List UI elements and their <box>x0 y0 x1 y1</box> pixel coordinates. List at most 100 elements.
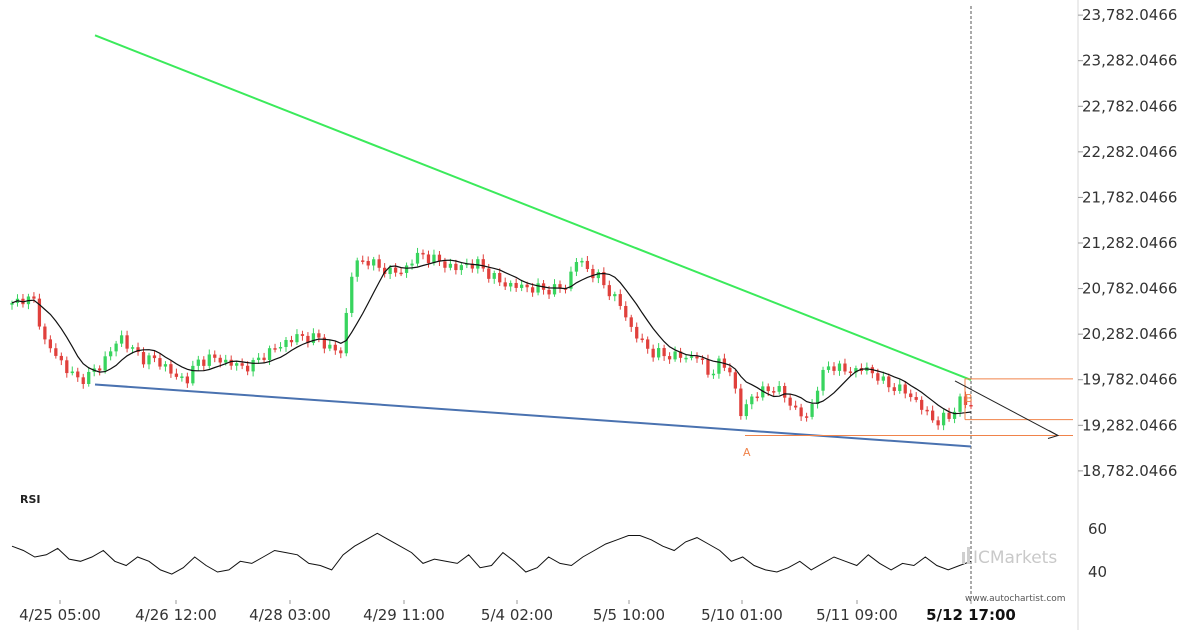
candle-body <box>909 393 913 398</box>
candle-body <box>498 273 502 283</box>
candle-body <box>646 339 650 349</box>
candle-body <box>114 343 118 352</box>
candle-body <box>207 354 211 366</box>
candle-body <box>470 263 474 269</box>
candle-body <box>602 272 606 286</box>
candle-body <box>832 366 836 371</box>
candle-body <box>256 357 261 360</box>
candle-body <box>509 282 513 287</box>
candle-body <box>695 356 699 359</box>
candle-body <box>892 387 896 391</box>
candle-body <box>925 409 929 412</box>
candle-body <box>931 410 935 421</box>
candle-body <box>678 351 683 358</box>
candle-body <box>300 334 305 336</box>
candle-body <box>903 384 907 394</box>
candle-body <box>843 363 847 372</box>
candle-body <box>799 407 803 417</box>
x-tick-label: 5/12 17:00 <box>926 606 1016 624</box>
candle-body <box>196 359 200 366</box>
candle-body <box>920 399 924 410</box>
support-trendline <box>94 383 972 448</box>
candle-body <box>103 356 107 371</box>
watermark-brand: ICMarkets <box>973 548 1057 568</box>
projection-arrow-line <box>954 380 1059 436</box>
candle-body <box>657 348 661 358</box>
candle-body <box>443 261 447 268</box>
candle-body <box>826 366 831 370</box>
candle-body <box>317 333 321 338</box>
candle-body <box>914 397 918 400</box>
candle-body <box>503 282 507 287</box>
candle-body <box>87 371 91 384</box>
x-tick-label: 5/4 02:00 <box>481 606 553 624</box>
projection-arrow-head <box>1047 430 1060 439</box>
candle-body <box>711 373 716 376</box>
candle-body <box>881 376 885 381</box>
candle-body <box>366 260 370 266</box>
candle-body <box>350 276 354 313</box>
candle-body <box>618 294 622 306</box>
candle-body <box>377 259 381 268</box>
y-tick-label: 20,282.0466 <box>1082 325 1177 343</box>
candle-body <box>361 260 365 262</box>
candle-body <box>180 376 184 378</box>
candle-body <box>454 263 458 271</box>
price-plot-area <box>8 6 1078 494</box>
candle-body <box>426 254 431 264</box>
candle-body <box>333 344 337 351</box>
candle-body <box>755 396 759 399</box>
candle-body <box>766 386 770 392</box>
candle-body <box>810 404 814 417</box>
candle-body <box>246 365 250 372</box>
candle-body <box>936 420 940 426</box>
candle-body <box>267 348 272 361</box>
candle-body <box>607 285 611 297</box>
candle-body <box>854 368 858 373</box>
resistance-trendline <box>94 34 972 381</box>
candle-body <box>624 305 628 318</box>
candle-body <box>328 344 332 349</box>
candle-body <box>43 326 47 340</box>
candle-body <box>388 267 392 275</box>
candle-body <box>487 268 491 279</box>
candle-body <box>306 335 310 343</box>
moving-average-line <box>11 259 972 415</box>
candle-body <box>372 259 376 266</box>
candle-body <box>421 252 425 255</box>
candle-body <box>514 282 518 288</box>
watermark-url: www.autochartist.com <box>965 594 1066 604</box>
candle-body <box>37 298 42 327</box>
candle-body <box>152 355 157 359</box>
candle-body <box>191 365 195 384</box>
candle-body <box>415 252 420 264</box>
candle-body <box>898 384 902 391</box>
x-tick-label: 4/28 03:00 <box>249 606 331 624</box>
rsi-tick-60: 60 <box>1088 520 1107 538</box>
candle-body <box>640 338 644 341</box>
candle-body <box>163 364 168 367</box>
candle-body <box>667 356 672 360</box>
candle-body <box>969 405 973 407</box>
candle-body <box>289 339 294 343</box>
candle-body <box>284 339 288 347</box>
candle-body <box>130 347 135 349</box>
candle-body <box>552 284 557 295</box>
candle-body <box>525 284 529 288</box>
candle-body <box>794 405 798 408</box>
candle-body <box>437 254 442 262</box>
y-tick-label: 19,782.0466 <box>1082 371 1177 389</box>
candle-body <box>224 359 228 363</box>
candle-body <box>783 386 787 398</box>
candle-body <box>185 376 189 384</box>
candle-body <box>273 348 277 350</box>
candle-body <box>941 412 946 426</box>
candle-body <box>404 265 409 273</box>
candle-body <box>10 302 14 305</box>
candle-body <box>240 363 244 366</box>
candle-body <box>147 355 151 365</box>
rsi-title: RSI <box>20 493 41 506</box>
candle-body <box>673 351 677 360</box>
point-label-a: A <box>743 446 751 459</box>
